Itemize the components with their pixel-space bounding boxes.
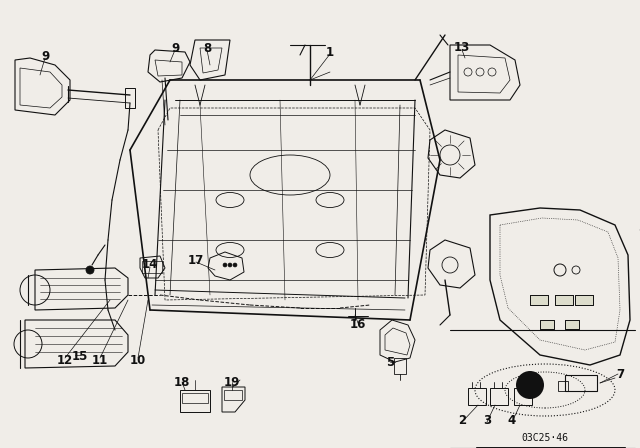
- Text: 15: 15: [72, 350, 88, 363]
- Text: 5: 5: [386, 356, 394, 369]
- Text: 17: 17: [188, 254, 204, 267]
- Text: 1: 1: [326, 46, 334, 59]
- Bar: [555, 295, 573, 305]
- Text: 03C25·46: 03C25·46: [522, 433, 568, 443]
- Text: 2: 2: [458, 414, 466, 426]
- Circle shape: [516, 371, 544, 399]
- Circle shape: [233, 263, 237, 267]
- Text: 8: 8: [203, 42, 211, 55]
- Text: 4: 4: [508, 414, 516, 426]
- Text: 9: 9: [171, 42, 179, 55]
- Circle shape: [228, 263, 232, 267]
- Text: 11: 11: [92, 353, 108, 366]
- Bar: [575, 295, 593, 305]
- Bar: [180, 390, 210, 412]
- Text: 3: 3: [483, 414, 491, 426]
- Text: 18: 18: [174, 375, 190, 388]
- Text: 12: 12: [57, 353, 73, 366]
- Bar: [540, 320, 554, 329]
- Bar: [530, 295, 548, 305]
- Text: 19: 19: [224, 375, 240, 388]
- Bar: [142, 261, 162, 273]
- Bar: [540, 320, 554, 329]
- Bar: [565, 320, 579, 329]
- Bar: [182, 393, 208, 403]
- Circle shape: [86, 266, 94, 274]
- Text: 7: 7: [616, 369, 624, 382]
- Bar: [224, 390, 242, 400]
- Bar: [575, 295, 593, 305]
- Bar: [558, 381, 568, 391]
- Text: 9: 9: [41, 49, 49, 63]
- Bar: [394, 358, 406, 374]
- Text: 16: 16: [350, 319, 366, 332]
- Text: 13: 13: [454, 40, 470, 53]
- Bar: [565, 375, 597, 391]
- Bar: [565, 320, 579, 329]
- Text: 10: 10: [130, 353, 146, 366]
- Circle shape: [223, 263, 227, 267]
- Text: 14: 14: [142, 258, 158, 271]
- Bar: [555, 295, 573, 305]
- Bar: [530, 295, 548, 305]
